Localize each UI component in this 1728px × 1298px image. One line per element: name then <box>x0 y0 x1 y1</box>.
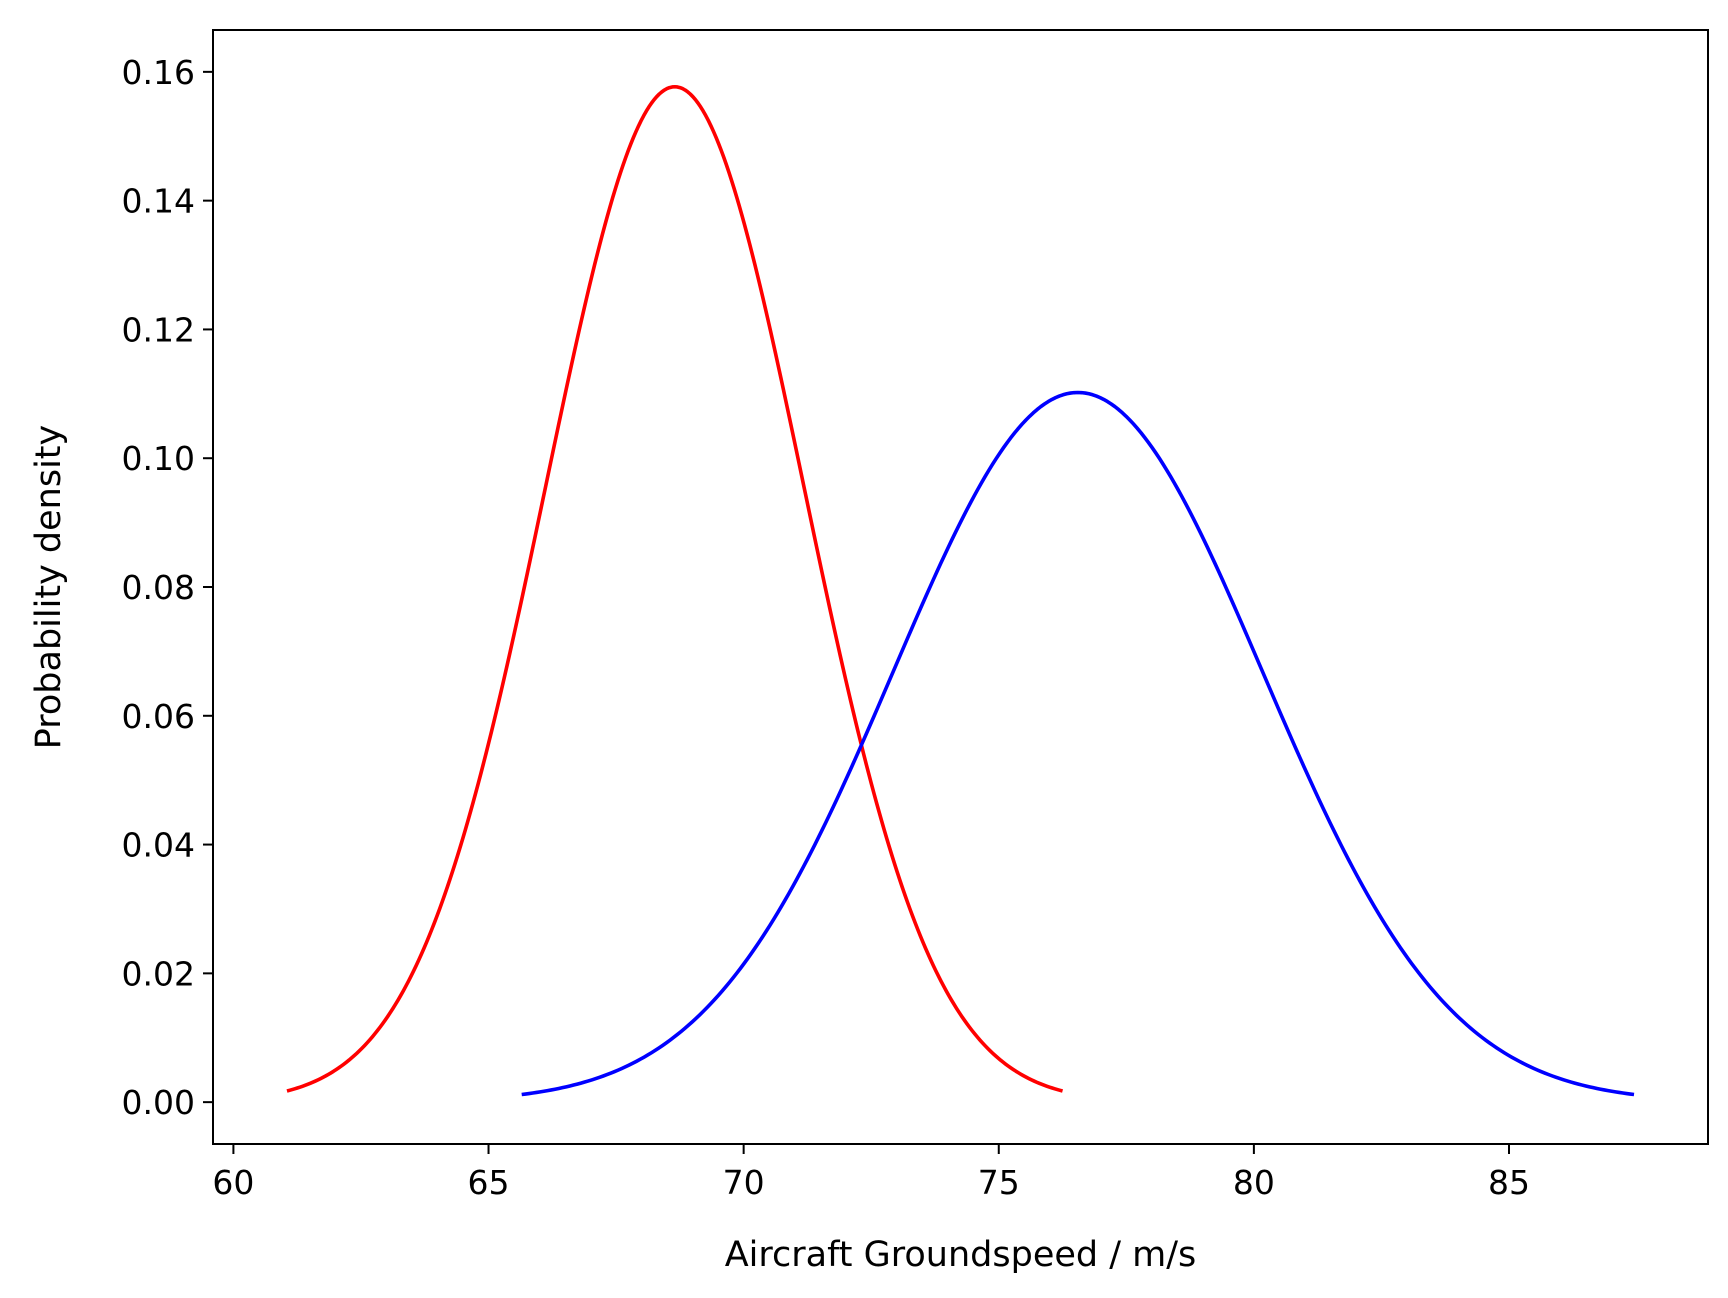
y-tick-label: 0.14 <box>122 182 195 221</box>
x-tick-label: 75 <box>978 1163 1020 1202</box>
x-tick-label: 80 <box>1233 1163 1275 1202</box>
y-tick-label: 0.08 <box>122 568 195 607</box>
x-axis-label: Aircraft Groundspeed / m/s <box>725 1235 1197 1275</box>
series-line-2 <box>521 390 1635 1097</box>
y-tick-label: 0.04 <box>122 826 195 865</box>
y-tick-label: 0.10 <box>122 439 195 478</box>
y-tick-label: 0.00 <box>122 1083 195 1122</box>
x-tick-label: 65 <box>468 1163 510 1202</box>
y-tick-label: 0.02 <box>122 954 195 993</box>
x-tick-label: 70 <box>723 1163 765 1202</box>
y-axis-ticks: 0.00 0.02 0.04 0.06 0.08 0.10 0.12 0.14 0.16 <box>122 53 213 1122</box>
x-axis-ticks: 60 65 70 75 80 85 <box>212 1144 1530 1202</box>
plot-frame <box>212 29 1709 1145</box>
series-line-1 <box>286 84 1064 1093</box>
y-tick-label: 0.12 <box>122 310 195 349</box>
x-tick-label: 60 <box>212 1163 254 1202</box>
y-tick-label: 0.16 <box>122 53 195 92</box>
y-tick-label: 0.06 <box>122 697 195 736</box>
plot-curves <box>286 84 1635 1097</box>
y-axis-label: Probability density <box>29 425 69 749</box>
x-tick-label: 85 <box>1488 1163 1530 1202</box>
